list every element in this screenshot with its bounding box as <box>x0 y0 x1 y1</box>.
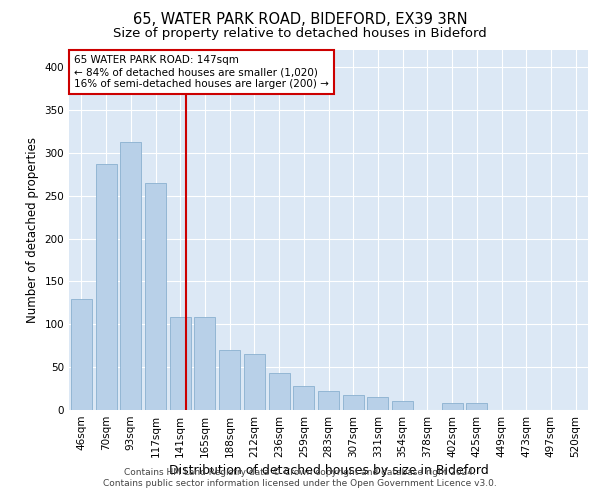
Bar <box>442 403 463 410</box>
Bar <box>293 386 314 410</box>
Bar <box>392 402 413 410</box>
Y-axis label: Number of detached properties: Number of detached properties <box>26 137 39 323</box>
Text: Contains HM Land Registry data © Crown copyright and database right 2024.
Contai: Contains HM Land Registry data © Crown c… <box>103 468 497 487</box>
Bar <box>71 298 92 410</box>
Bar <box>244 354 265 410</box>
X-axis label: Distribution of detached houses by size in Bideford: Distribution of detached houses by size … <box>169 464 488 477</box>
Text: Size of property relative to detached houses in Bideford: Size of property relative to detached ho… <box>113 28 487 40</box>
Bar <box>466 403 487 410</box>
Bar <box>343 394 364 410</box>
Bar <box>120 142 141 410</box>
Bar <box>367 397 388 410</box>
Bar <box>269 373 290 410</box>
Bar <box>219 350 240 410</box>
Text: 65 WATER PARK ROAD: 147sqm
← 84% of detached houses are smaller (1,020)
16% of s: 65 WATER PARK ROAD: 147sqm ← 84% of deta… <box>74 56 329 88</box>
Bar <box>170 318 191 410</box>
Text: 65, WATER PARK ROAD, BIDEFORD, EX39 3RN: 65, WATER PARK ROAD, BIDEFORD, EX39 3RN <box>133 12 467 28</box>
Bar <box>318 391 339 410</box>
Bar <box>194 318 215 410</box>
Bar <box>95 164 116 410</box>
Bar <box>145 183 166 410</box>
